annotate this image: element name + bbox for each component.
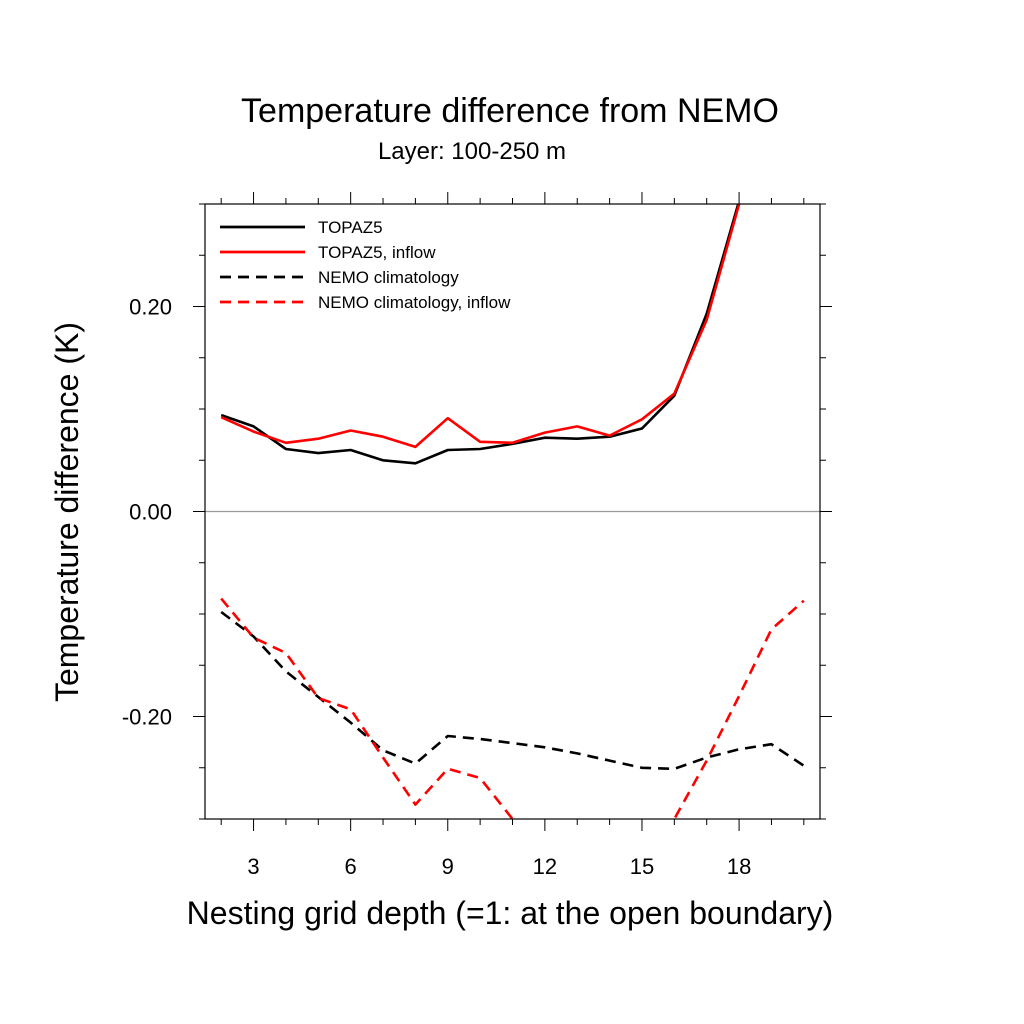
series-line-topaz5 — [220, 204, 740, 465]
y-tick-label: 0.00 — [129, 500, 172, 525]
x-tick-label: 6 — [345, 854, 357, 879]
x-axis-label: Nesting grid depth (=1: at the open boun… — [187, 895, 834, 931]
series-line-nemo-climatology — [220, 610, 805, 771]
series-layer — [220, 204, 805, 819]
x-tick-label: 12 — [533, 854, 557, 879]
chart-title: Temperature difference from NEMO — [241, 92, 779, 130]
axes-layer: 3 6 9 12 15 18 -0.20 0.00 0.20 — [122, 192, 832, 879]
x-tick-label: 15 — [630, 854, 654, 879]
series-line-nemo-climatology-inflow — [220, 597, 805, 819]
legend-label: NEMO climatology — [318, 268, 459, 287]
legend-label: TOPAZ5, inflow — [318, 243, 436, 262]
x-tick-label: 3 — [247, 854, 259, 879]
legend-label: NEMO climatology, inflow — [318, 293, 511, 312]
y-tick-label: -0.20 — [122, 705, 172, 730]
y-tick-label: 0.20 — [129, 295, 172, 320]
x-tick-label: 9 — [442, 854, 454, 879]
series-line-topaz5-inflow — [220, 204, 741, 449]
legend-label: TOPAZ5 — [318, 218, 383, 237]
chart-subtitle: Layer: 100-250 m — [378, 138, 566, 165]
y-axis-label: Temperature difference (K) — [49, 322, 85, 702]
legend: TOPAZ5 TOPAZ5, inflow NEMO climatology NEMO… — [220, 218, 511, 312]
x-tick-label: 18 — [727, 854, 751, 879]
